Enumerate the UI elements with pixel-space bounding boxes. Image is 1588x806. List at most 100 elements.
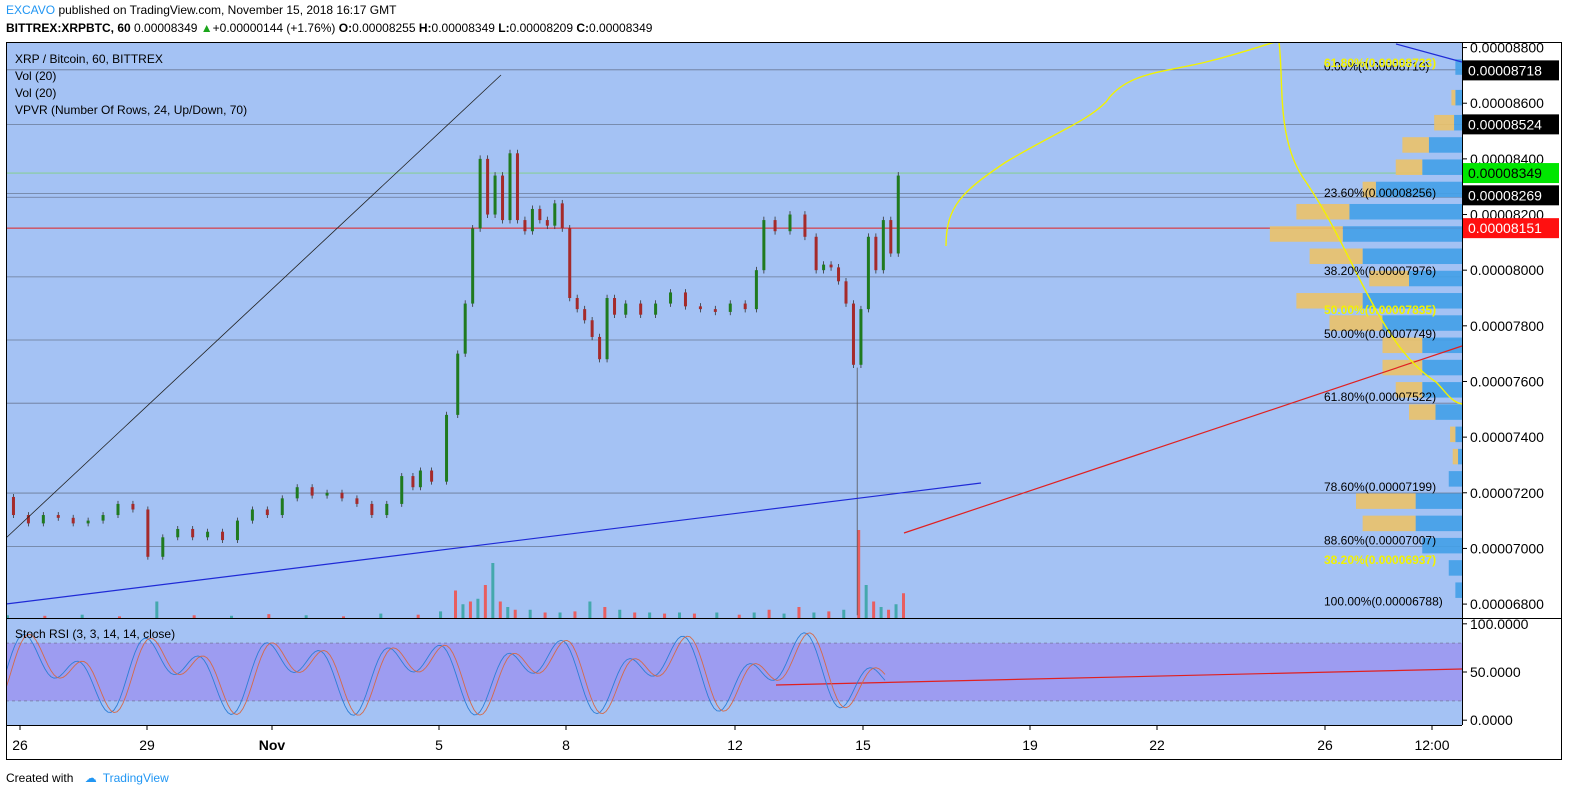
candle-body bbox=[101, 515, 105, 521]
fib-level-label: 61.80%(0.00007522) bbox=[1324, 390, 1436, 404]
volume-bar bbox=[558, 612, 562, 618]
candle-body bbox=[844, 281, 848, 304]
candle-body bbox=[713, 309, 717, 312]
price-tick-label: 0.00007800 bbox=[1470, 318, 1544, 334]
volume-bar bbox=[894, 604, 898, 618]
candle-body bbox=[762, 220, 766, 271]
candle-body bbox=[683, 292, 687, 307]
volume-bar bbox=[379, 613, 383, 618]
vpvr-up-bar bbox=[1455, 59, 1462, 75]
candle-body bbox=[11, 496, 15, 516]
volume-bar bbox=[476, 598, 480, 618]
candle-body bbox=[538, 208, 542, 221]
candle-body bbox=[515, 153, 519, 221]
volume-bar bbox=[513, 609, 517, 618]
price-label-text: 0.00008524 bbox=[1468, 116, 1542, 132]
tradingview-logo-icon: ☁ bbox=[84, 771, 97, 785]
high-value: 0.00008349 bbox=[431, 21, 495, 35]
trend-drawings bbox=[6, 42, 1463, 686]
candle-body bbox=[829, 264, 833, 268]
vpvr-down-bar bbox=[1369, 270, 1409, 287]
vpvr-up-bar bbox=[1349, 203, 1462, 220]
blue-trendline-top bbox=[1395, 43, 1463, 63]
price-pane-background bbox=[6, 42, 1462, 618]
fib-anchor-line bbox=[6, 74, 502, 539]
time-tick-label: Nov bbox=[259, 737, 286, 753]
tradingview-link[interactable]: TradingView bbox=[102, 771, 169, 785]
volume-bar bbox=[118, 616, 121, 618]
volume-legend-1[interactable]: Vol (20) bbox=[15, 69, 57, 83]
horizontal-levels bbox=[6, 69, 1462, 702]
candle-body bbox=[463, 303, 467, 354]
vpvr-down-bar bbox=[1395, 159, 1423, 175]
candle-body bbox=[411, 476, 415, 488]
stoch-axis[interactable]: 100.0000 50.0000 0.0000 bbox=[1462, 616, 1529, 728]
candle-body bbox=[310, 487, 314, 496]
close-value: 0.00008349 bbox=[589, 21, 653, 35]
candle-body bbox=[814, 236, 818, 271]
volume-bar bbox=[43, 615, 47, 618]
volume-bar bbox=[588, 601, 592, 618]
time-axis[interactable]: 26 29 Nov 5 8 12 15 19 22 26 12:00 bbox=[12, 725, 1450, 753]
vpvr-down-bar bbox=[1395, 382, 1423, 398]
vpvr-up-bar bbox=[1422, 159, 1462, 175]
volume-bar bbox=[155, 601, 159, 618]
candle-body bbox=[131, 503, 135, 510]
candle-body bbox=[456, 353, 460, 415]
candle-body bbox=[325, 492, 329, 496]
symbol-legend[interactable]: XRP / Bitcoin, 60, BITTREX bbox=[15, 52, 163, 66]
price-tick-label: 0.00007200 bbox=[1470, 485, 1544, 501]
volume-bar bbox=[498, 601, 502, 618]
candle-body bbox=[654, 303, 658, 315]
volume-bar bbox=[6, 615, 9, 618]
candle-body bbox=[624, 303, 628, 315]
chart-border bbox=[6, 42, 1562, 760]
volume-bar bbox=[603, 607, 607, 618]
vpvr-up-bar bbox=[1455, 89, 1462, 106]
volume-legend-2[interactable]: Vol (20) bbox=[15, 86, 57, 100]
fib-level-label: 88.60%(0.00007007) bbox=[1324, 533, 1436, 547]
time-tick-label: 26 bbox=[12, 737, 28, 753]
high-label: H: bbox=[418, 21, 432, 35]
price-change: +0.00000144 (+1.76%) bbox=[212, 21, 336, 35]
candle-body bbox=[803, 214, 807, 237]
vpvr-down-bar bbox=[1296, 293, 1363, 309]
stoch-legend[interactable]: Stoch RSI (3, 3, 14, 14, close) bbox=[15, 627, 176, 641]
price-axis[interactable]: 0.000088000.000086000.000084000.00008200… bbox=[1462, 42, 1544, 612]
created-with-text: Created with bbox=[6, 771, 74, 785]
fib-level-label: 50.00%(0.00007749) bbox=[1324, 327, 1436, 341]
footer: Created with ☁ TradingView bbox=[6, 771, 169, 785]
candle-body bbox=[583, 309, 587, 321]
time-tick-label: 12 bbox=[727, 737, 743, 753]
volume-bar bbox=[192, 615, 196, 618]
candle-body bbox=[41, 515, 45, 524]
candle-body bbox=[86, 520, 90, 524]
author-link[interactable]: EXCAVO bbox=[6, 3, 56, 17]
price-label-box bbox=[1463, 218, 1559, 239]
volume-bar bbox=[827, 611, 831, 618]
vpvr-down-bar bbox=[1362, 181, 1376, 198]
volume-bar bbox=[648, 612, 652, 618]
candle-body bbox=[613, 298, 617, 315]
candle-body bbox=[754, 270, 758, 310]
time-tick-label: 8 bbox=[562, 737, 570, 753]
price-label-text: 0.00008269 bbox=[1468, 187, 1542, 203]
vpvr-up-bar bbox=[1454, 114, 1462, 131]
price-label-box bbox=[1463, 185, 1559, 206]
stoch-band bbox=[6, 643, 1462, 701]
candle-body bbox=[478, 158, 482, 229]
vpvr-up-bar bbox=[1422, 382, 1462, 398]
candle-body bbox=[896, 175, 900, 254]
fib-yellow-label: 50.00%(0.00007835) bbox=[1324, 303, 1436, 317]
volume-bar bbox=[887, 609, 891, 618]
stoch-k-line bbox=[6, 632, 886, 716]
price-label-box bbox=[1463, 114, 1559, 135]
volume-bar bbox=[267, 614, 271, 618]
vpvr-down-bar bbox=[1382, 337, 1423, 354]
vpvr-legend[interactable]: VPVR (Number Of Rows, 24, Up/Down, 70) bbox=[15, 103, 248, 117]
red-trendline bbox=[903, 345, 1463, 534]
candle-body bbox=[385, 503, 389, 516]
volume-bar bbox=[902, 593, 905, 618]
chart-canvas[interactable]: 0.00%(0.00008710) 23.60%(0.00008256) 38.20… bbox=[6, 42, 1562, 760]
vpvr-up-bar bbox=[1362, 248, 1462, 265]
